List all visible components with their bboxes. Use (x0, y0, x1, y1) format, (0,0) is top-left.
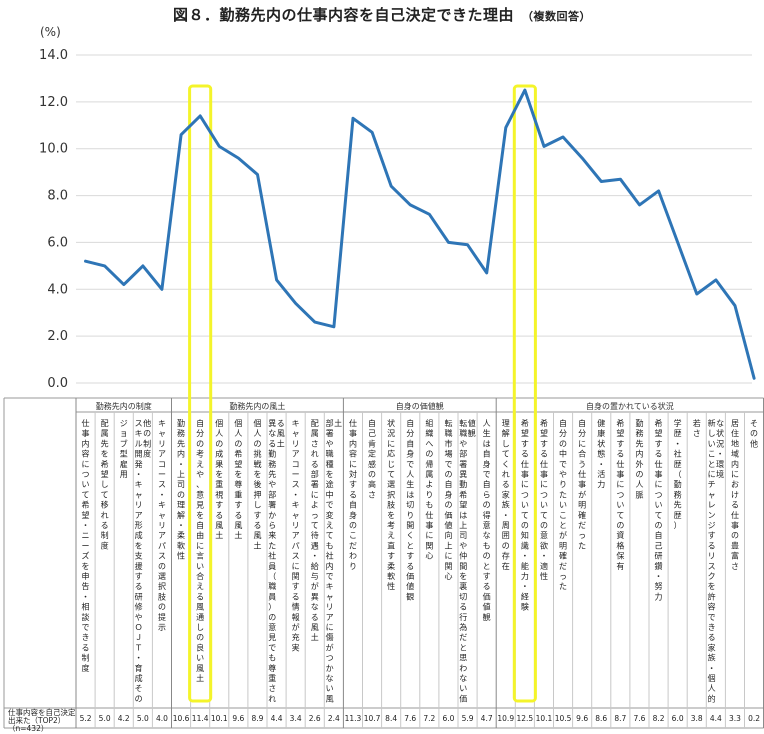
data-row-label: （n=432） (8, 724, 48, 733)
value-cell: 8.4 (385, 714, 397, 723)
category-label: 自己肯定感の高さ (368, 418, 376, 499)
data-row-label: 出来た（TOP2） (8, 715, 65, 725)
category-label: 異なる勤務先や部署から来た社員（職員）の意見でも尊重される風土 (268, 419, 285, 703)
category-label: 仕事内容について希望・ニーズを申告・相談できる制度 (82, 418, 90, 673)
category-label: 希望する仕事についての知識・能力・経験 (521, 418, 529, 612)
value-cell: 12.5 (516, 714, 533, 723)
highlight-box (188, 84, 213, 703)
value-cell: 10.1 (536, 714, 553, 723)
chart-title-text: 図８．勤務先内の仕事内容を自己決定できた理由 (172, 6, 514, 24)
data-row-label: 仕事内容を自己決定 (8, 707, 76, 717)
category-label: 配属される部署によって待遇・給与が異なる風土 (311, 419, 319, 642)
category-label: その他 (750, 419, 758, 448)
y-tick-label: 14.0 (39, 48, 68, 63)
value-cell: 10.1 (211, 714, 228, 723)
category-label: 転職や部署異動希望は上司や仲間を裏切る行為だと思わない価値観 (459, 418, 476, 703)
value-cell: 4.0 (156, 714, 168, 723)
y-tick-label: 2.0 (47, 329, 68, 344)
category-label: 希望する仕事についての資格保有 (616, 418, 624, 571)
value-cell: 2.4 (328, 714, 340, 723)
group-header: 勤務先内の制度 (96, 401, 152, 411)
value-cell: 10.5 (555, 714, 572, 723)
category-label: 学歴・社歴（勤務先歴） (674, 418, 682, 530)
y-tick-label: 0.0 (47, 376, 68, 391)
category-label: 居住地域内における仕事の豊富さ (731, 419, 739, 571)
series-line (84, 88, 756, 380)
value-cell: 0.2 (748, 714, 760, 723)
y-tick-label: 12.0 (39, 95, 68, 110)
category-label: 個人の挑戦を後押しする風土 (253, 418, 261, 550)
y-tick-label: 10.0 (39, 142, 68, 157)
value-cell: 7.6 (404, 714, 416, 723)
value-cell: 5.0 (99, 714, 111, 723)
y-tick-label: 8.0 (47, 189, 68, 204)
category-label: 個人の成果を重視する風土 (215, 418, 223, 540)
category-label: ジョブ型雇用 (120, 419, 128, 479)
value-cell: 9.6 (576, 714, 588, 723)
value-cell: 4.4 (271, 714, 283, 723)
category-label: スキル開発・キャリア形成を支援する研修やＯＪＴ・育成その他の制度 (135, 418, 152, 703)
y-tick-label: 6.0 (47, 235, 68, 250)
category-label: 人生は自身で自らの得意なものとする価値観 (483, 419, 491, 622)
category-label: 希望する仕事についての意欲・適性 (540, 418, 548, 581)
value-cell: 2.6 (309, 714, 321, 723)
value-cell: 4.2 (118, 714, 130, 723)
category-label: 若さ (693, 418, 701, 438)
value-cell: 7.6 (633, 714, 645, 723)
category-label: 自分に合う仕事が明確だった (578, 418, 586, 550)
chart-subtitle: （複数回答） (522, 10, 591, 23)
group-header: 自身の価値観 (396, 401, 444, 411)
value-cell: 6.0 (672, 714, 684, 723)
category-label: 健康状態・活力 (597, 418, 605, 489)
value-cell: 5.2 (80, 714, 92, 723)
group-header: 勤務先内の風土 (229, 401, 285, 411)
value-cell: 6.0 (442, 714, 454, 723)
value-cell: 10.6 (173, 714, 190, 723)
category-label: 組織への帰属よりも仕事に関心 (425, 418, 433, 561)
category-label: 新しいことにチャレンジするリスクを許容できる家族・個人的な状況・環境 (708, 418, 725, 703)
category-label: キャリアコース・キャリアパスに関する情報が充実 (292, 419, 300, 652)
y-unit-label: (%) (40, 25, 61, 39)
category-label: 勤務先内外の人脈 (635, 418, 643, 499)
category-label: 状況に応じて選択肢を考え直す柔軟性 (387, 418, 395, 591)
value-cell: 3.4 (290, 714, 302, 723)
category-label: 配属先を希望して移れる制度 (101, 419, 109, 550)
value-cell: 8.2 (653, 714, 665, 723)
value-cell: 7.2 (423, 714, 435, 723)
value-cell: 4.7 (481, 714, 493, 723)
value-cell: 10.7 (364, 714, 381, 723)
value-cell: 9.6 (232, 714, 244, 723)
category-label: 自分自身で人生は切り開くとする価値観 (406, 418, 414, 601)
category-label: 部署や職種を途中で変えても社内でキャリアに傷がつかない風土 (326, 418, 343, 703)
value-cell: 8.9 (251, 714, 263, 723)
category-label: キャリアコース・キャリアパスの選択肢の提示 (158, 419, 166, 632)
category-label: 理解してくれる家族・周囲の存在 (502, 419, 510, 571)
category-label: 仕事内容に対する自身のこだわり (349, 418, 357, 571)
value-cell: 11.3 (345, 714, 362, 723)
value-cell: 5.0 (137, 714, 149, 723)
group-header: 自身の置かれている状況 (586, 401, 674, 411)
value-cell: 3.8 (691, 714, 703, 723)
chart-title: 図８．勤務先内の仕事内容を自己決定できた理由 （複数回答） (0, 4, 764, 25)
category-label: 自分の中でやりたいことが明確だった (559, 418, 567, 591)
value-cell: 8.7 (614, 714, 626, 723)
category-label: 勤務先内・上司の理解・柔軟性 (177, 418, 185, 561)
value-cell: 11.4 (192, 714, 209, 723)
value-cell: 4.4 (710, 714, 722, 723)
category-label: 個人の希望を尊重する風土 (234, 418, 242, 540)
y-tick-label: 4.0 (47, 282, 68, 297)
category-label: 転職市場での自身の価値向上に関心 (444, 419, 452, 581)
value-cell: 5.9 (462, 714, 474, 723)
value-cell: 3.3 (729, 714, 741, 723)
highlight-box (512, 84, 537, 703)
value-cell: 10.9 (497, 714, 514, 723)
category-label: 自分の考えや、意見を自由に言い合える風通しの良い風土 (196, 418, 204, 683)
value-cell: 8.6 (595, 714, 607, 723)
category-label: 希望する仕事についての自己研鑽・努力 (655, 418, 663, 601)
